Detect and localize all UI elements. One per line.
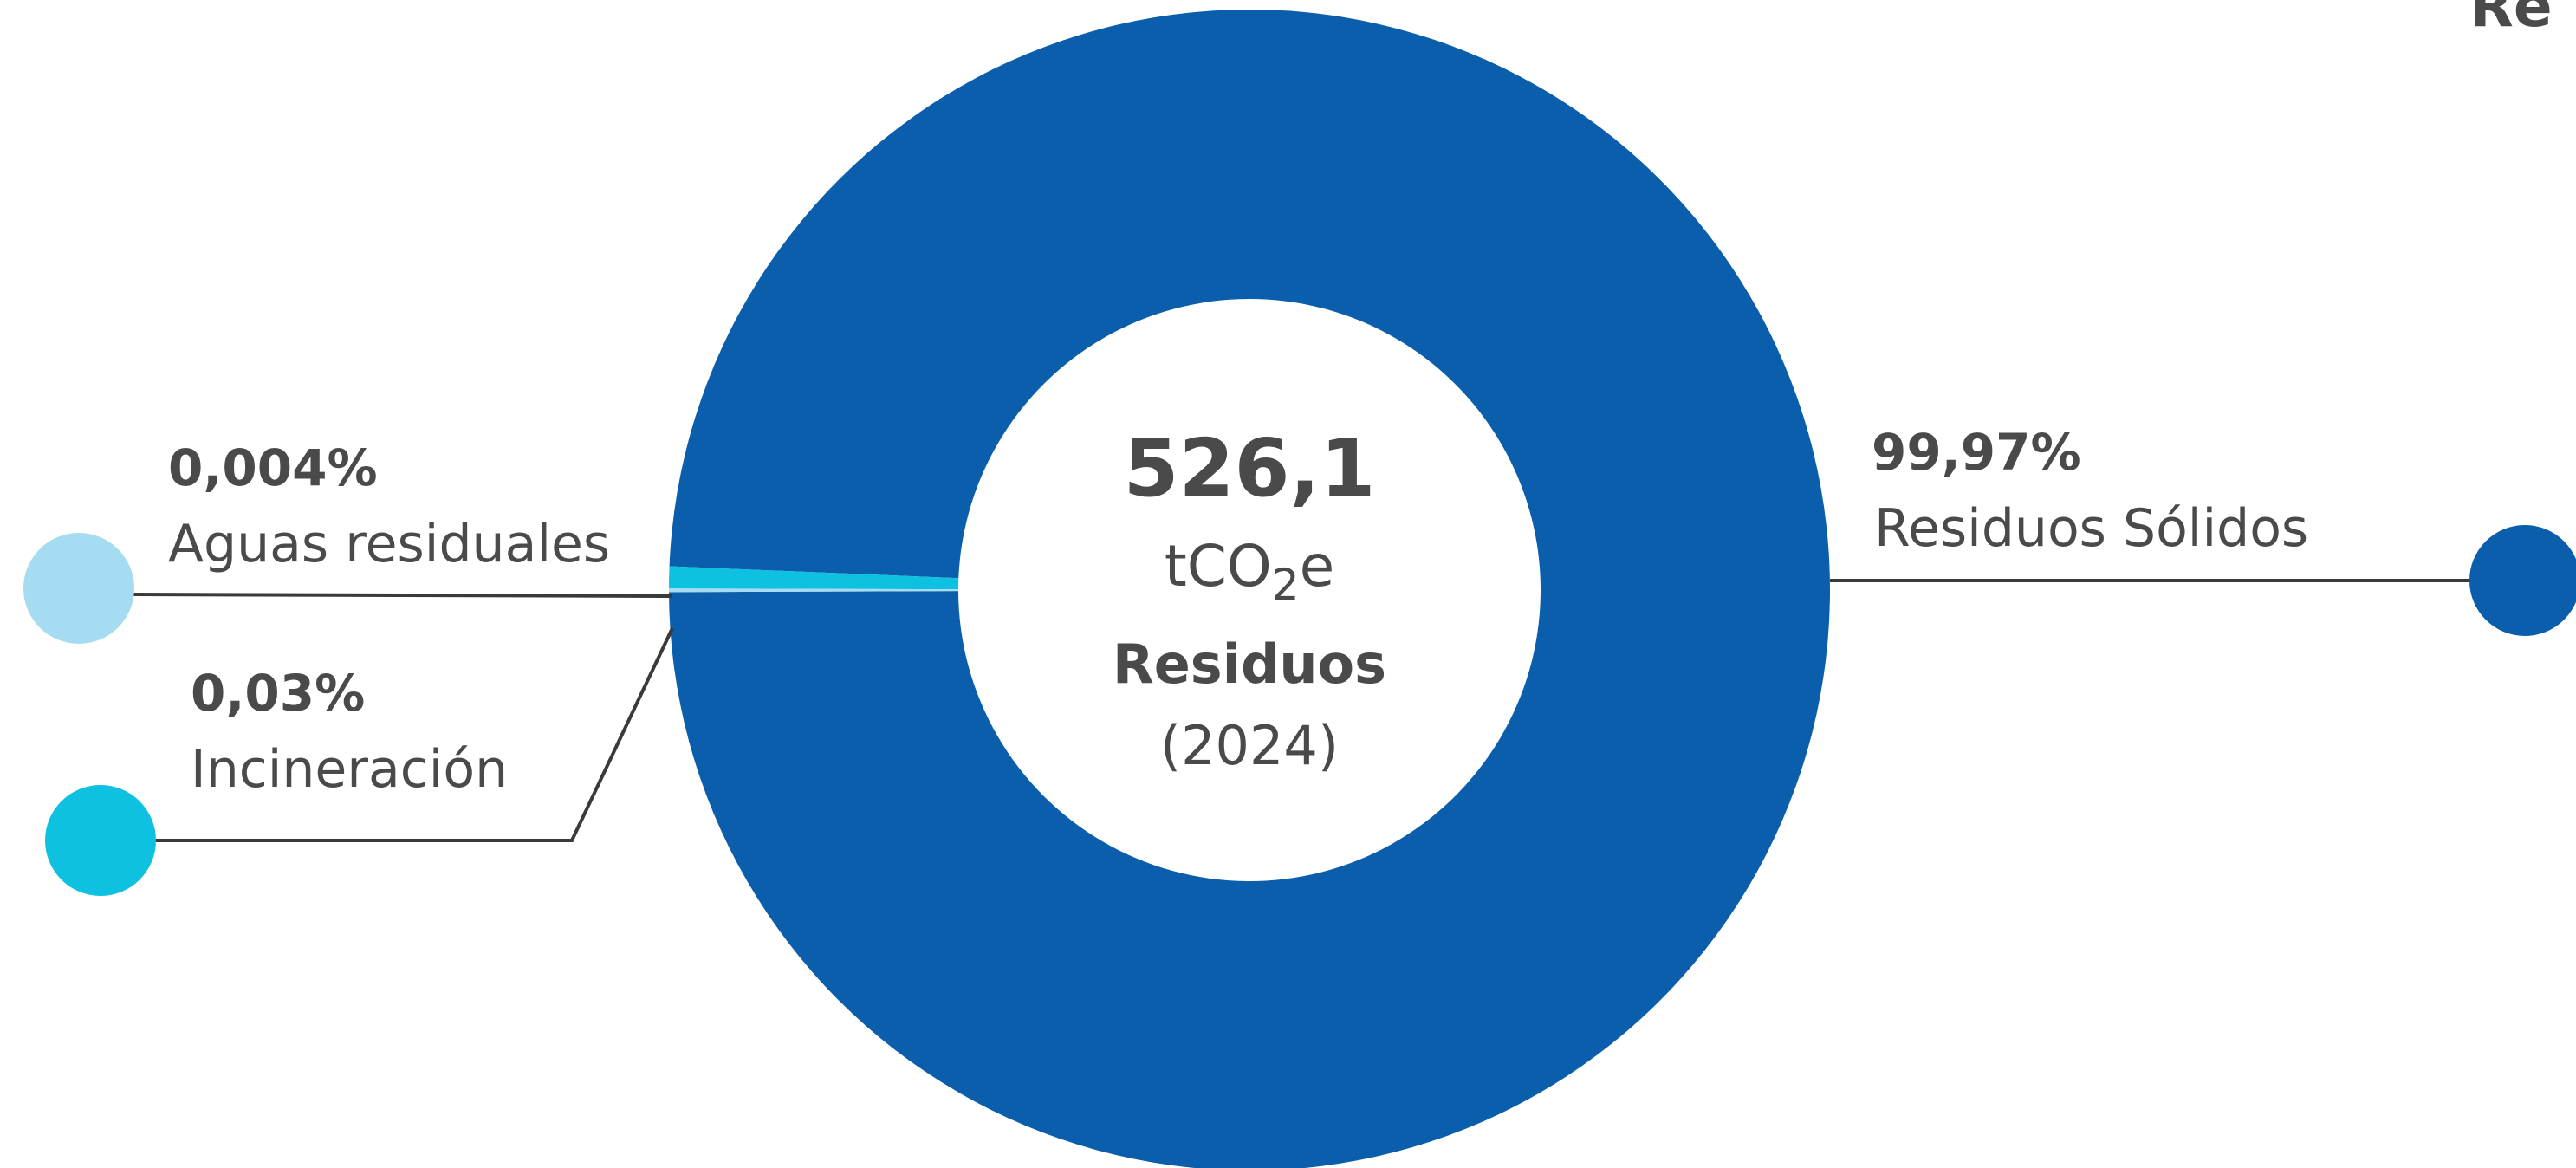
slice-pct-residuos-solidos: 99,97% bbox=[1872, 423, 2081, 482]
leader-line-aguas-residuales bbox=[133, 593, 673, 598]
slice-pct-incineracion: 0,03% bbox=[191, 664, 365, 723]
slice-name-aguas-residuales: Aguas residuales bbox=[168, 514, 610, 574]
leader-line-incineracion bbox=[154, 627, 674, 842]
center-category: Residuos bbox=[1113, 633, 1386, 696]
slice-pct-aguas-residuales: 0,004% bbox=[168, 438, 378, 497]
legend-marker-aguas-residuales bbox=[23, 533, 134, 644]
slice-incineracion bbox=[669, 566, 959, 590]
center-year: (2024) bbox=[1160, 714, 1339, 777]
legend-marker-residuos-solidos bbox=[2469, 525, 2576, 636]
center-unit-main: tCO bbox=[1165, 533, 1272, 600]
donut-slices bbox=[669, 10, 1830, 1168]
slice-name-incineracion: Incineración bbox=[191, 739, 508, 800]
center-unit-tail: e bbox=[1300, 533, 1335, 600]
slice-aguas-residuales bbox=[669, 588, 959, 593]
center-value: 526,1 bbox=[1123, 422, 1375, 515]
slice-residuos-solidos bbox=[669, 10, 1830, 1168]
legend-marker-incineracion bbox=[45, 785, 156, 896]
slice-name-residuos-solidos: Residuos Sólidos bbox=[1874, 498, 2308, 559]
center-unit-sub: 2 bbox=[1272, 560, 1300, 610]
corner-title: Re bbox=[2469, 0, 2553, 40]
center-unit: tCO2e bbox=[1165, 533, 1334, 610]
